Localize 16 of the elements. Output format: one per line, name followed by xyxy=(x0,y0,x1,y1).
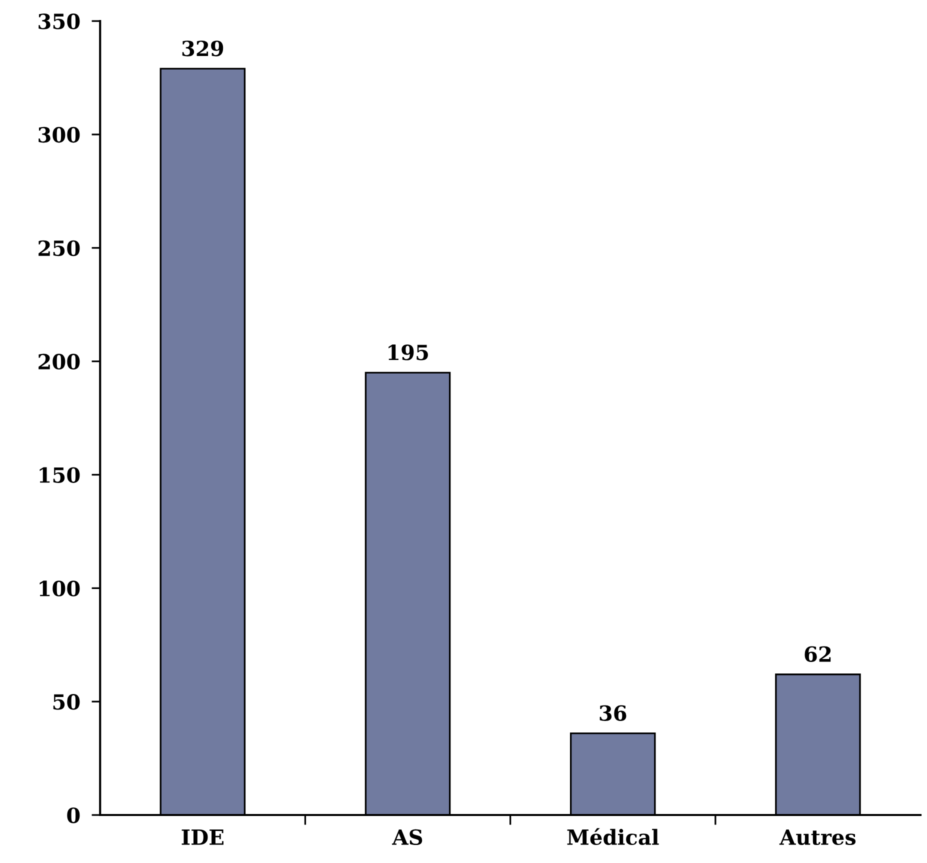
y-tick-label: 200 xyxy=(38,354,80,370)
y-tick-label: 100 xyxy=(40,580,80,596)
x-tick-label: IDE xyxy=(182,830,224,845)
y-tick-label: 0 xyxy=(67,807,80,824)
y-tick-label: 300 xyxy=(38,126,80,143)
data-label: 36 xyxy=(600,705,626,721)
data-label: 195 xyxy=(388,344,428,360)
y-tick-label: 250 xyxy=(38,240,80,256)
x-tick-label: Autres xyxy=(779,830,856,846)
x-tick-label: AS xyxy=(392,829,422,846)
data-label: 62 xyxy=(804,646,831,662)
y-tick-label: 350 xyxy=(38,14,80,30)
y-tick-label: 150 xyxy=(40,467,80,483)
y-tick-label: 50 xyxy=(53,694,80,710)
data-label: 329 xyxy=(182,40,224,56)
x-tick-label: Médical xyxy=(567,828,659,846)
